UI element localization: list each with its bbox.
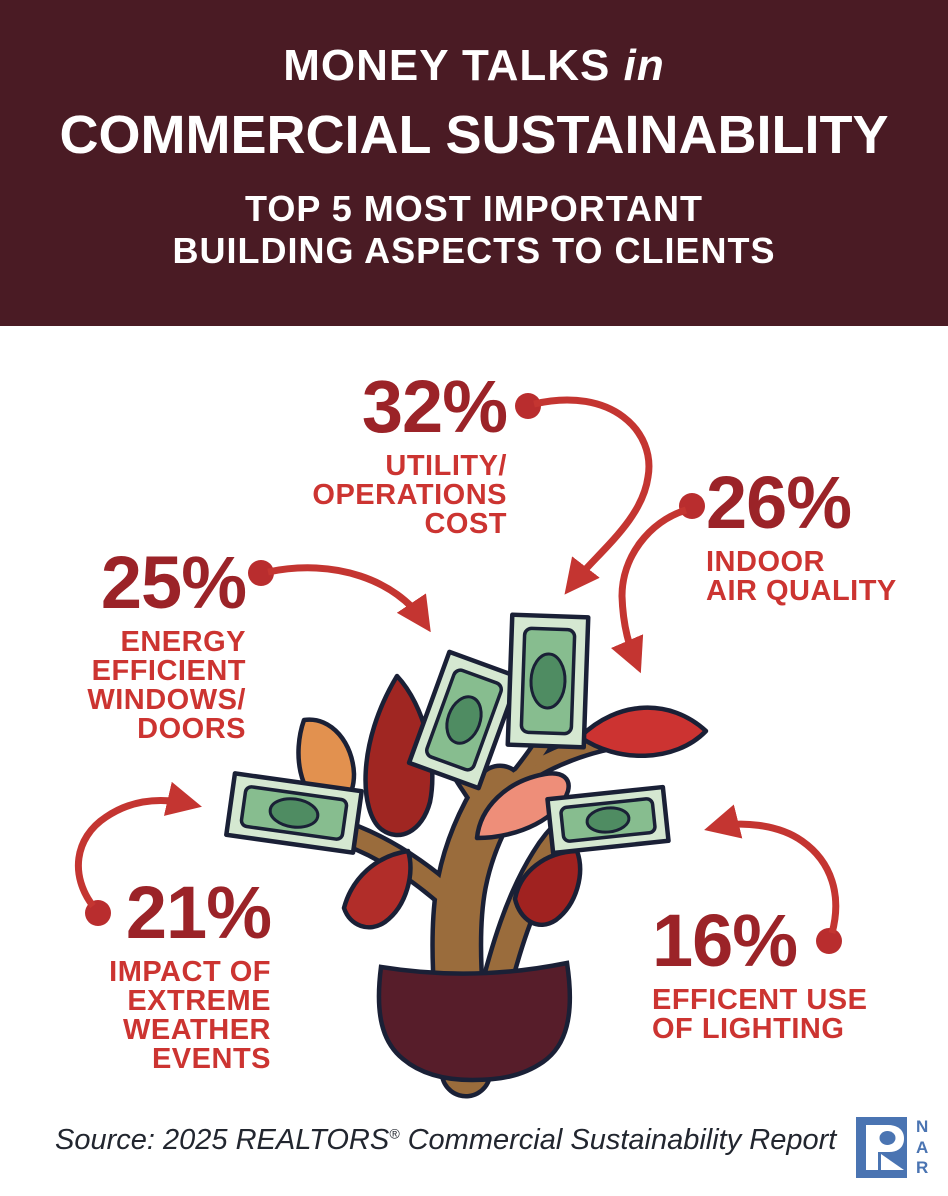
stat-label: UTILITY/ OPERATIONS COST [312, 450, 507, 540]
dollar-bills [224, 612, 671, 856]
stat-value: 21% [125, 871, 272, 954]
source-attribution: Source: 2025 REALTORS® Commercial Sustai… [55, 1124, 837, 1156]
arrow-air-quality [610, 493, 705, 674]
dollar-bill-icon [545, 784, 671, 856]
leaf-right-red [577, 705, 709, 759]
page-title: COMMERCIAL SUSTAINABILITY [59, 105, 889, 165]
arrow-windows [248, 560, 431, 633]
arrow-utility [515, 393, 653, 595]
realtor-r-icon [856, 1117, 907, 1178]
header-subtitle-line2: BUILDING ASPECTS TO CLIENTS [172, 230, 776, 271]
stat-value: 26% [706, 461, 852, 544]
header-eyebrow: MONEY TALKS in [283, 44, 665, 88]
leaf-salmon [474, 771, 571, 841]
stat-label: ENERGY EFFICIENT WINDOWS/ DOORS [87, 626, 246, 745]
dollar-bill-icon [406, 649, 522, 791]
callout-utility-operations-cost: 32% UTILITY/ OPERATIONS COST [312, 365, 508, 540]
arrow-dot [679, 493, 705, 519]
callout-efficient-use-of-lighting: 16% EFFICENT USE OF LIGHTING [652, 904, 867, 1044]
callout-indoor-air-quality: 26% INDOOR AIR QUALITY [706, 466, 897, 606]
stat-value: 25% [100, 541, 247, 624]
arrow-dot [248, 560, 274, 586]
header-eyebrow-text: MONEY TALKS [283, 41, 611, 90]
dollar-bill-icon [505, 612, 591, 750]
leaf-bottom-right-dark-red [512, 848, 583, 927]
dollar-bill-icon [224, 771, 364, 855]
leaf-bottom-left-red [341, 848, 413, 930]
arrow-dot [816, 928, 842, 954]
stat-label: EFFICENT USE OF LIGHTING [652, 984, 868, 1045]
callout-extreme-weather-events: 21% IMPACT OF EXTREME WEATHER EVENTS [109, 871, 272, 1075]
tree-leaves [296, 673, 709, 930]
header-eyebrow-italic: in [623, 41, 665, 90]
arrow-lighting [704, 804, 842, 954]
header-subtitle-line1: TOP 5 MOST IMPORTANT [244, 188, 704, 229]
arrow-dot [515, 393, 541, 419]
nar-logo: N A R [856, 1117, 928, 1178]
header-banner: MONEY TALKS in COMMERCIAL SUSTAINABILITY… [0, 0, 948, 326]
registered-trademark: ® [389, 1125, 400, 1142]
stat-value: 32% [361, 365, 508, 448]
stat-label: IMPACT OF EXTREME WEATHER EVENTS [109, 956, 271, 1075]
tree-pot [376, 960, 573, 1083]
callout-energy-efficient-windows-doors: 25% ENERGY EFFICIENT WINDOWS/ DOORS [87, 541, 247, 745]
stat-label: INDOOR AIR QUALITY [706, 546, 897, 607]
arrow-weather [74, 781, 202, 926]
nar-letters: N A R [916, 1117, 929, 1177]
stat-value: 16% [652, 899, 798, 982]
